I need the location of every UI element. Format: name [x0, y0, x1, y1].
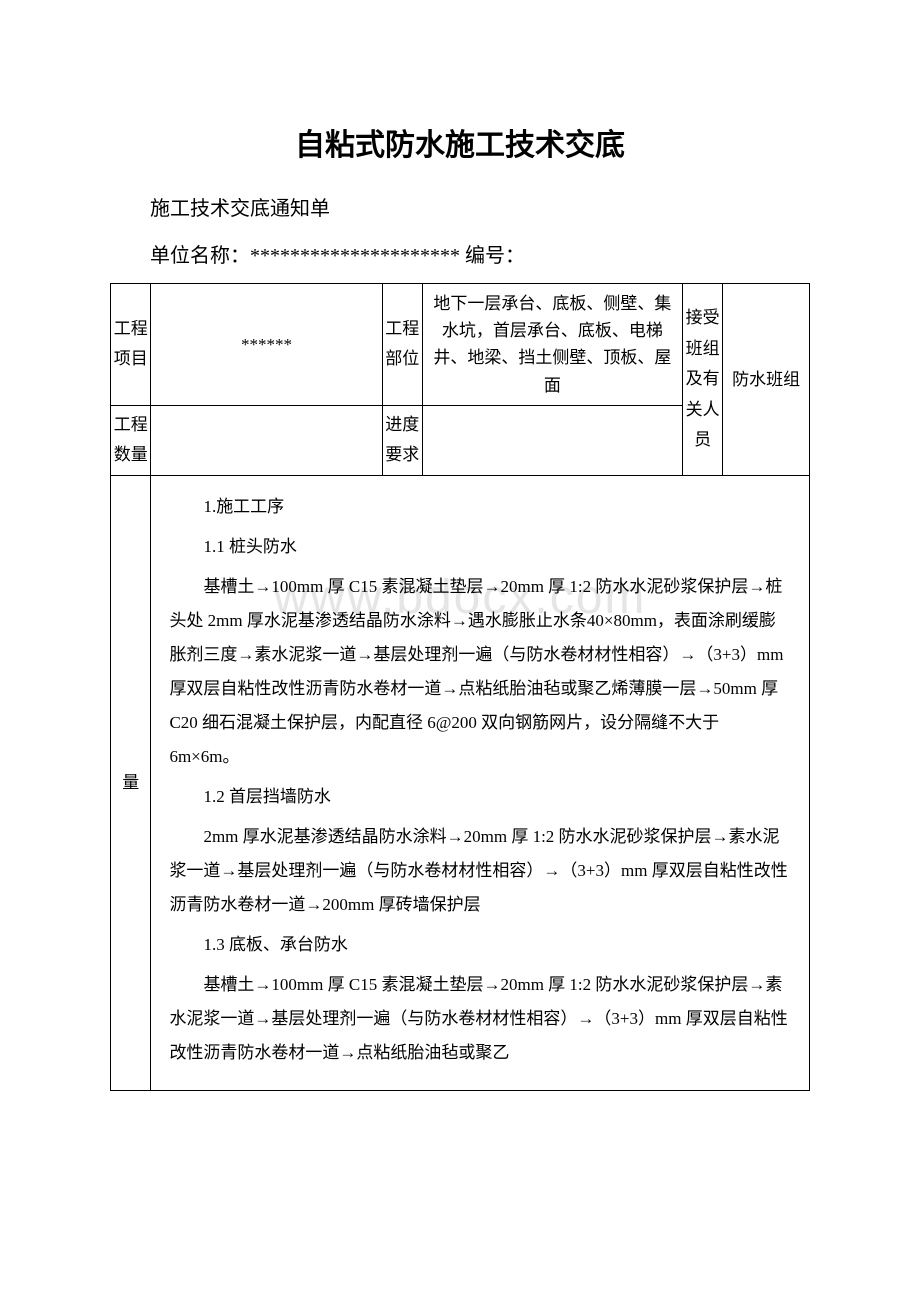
company-line: 单位名称：********************* 编号：: [110, 239, 810, 268]
section-body: 基槽土→100mm 厚 C15 素混凝土垫层→20mm 厚 1:2 防水水泥砂浆…: [169, 570, 791, 774]
subtitle: 施工技术交底通知单: [110, 192, 810, 221]
project-value: ******: [151, 284, 382, 406]
content-row-label: 量: [111, 475, 151, 1090]
section-subtitle: 1.2 首层挡墙防水: [169, 780, 791, 814]
table-row: 量 1.施工工序 1.1 桩头防水 基槽土→100mm 厚 C15 素混凝土垫层…: [111, 475, 810, 1090]
section-body: 基槽土→100mm 厚 C15 素混凝土垫层→20mm 厚 1:2 防水水泥砂浆…: [169, 968, 791, 1070]
recipient-value: 防水班组: [723, 284, 810, 476]
section-subtitle: 1.1 桩头防水: [169, 530, 791, 564]
section-subtitle: 1.3 底板、承台防水: [169, 928, 791, 962]
location-label: 工程部位: [382, 284, 422, 406]
company-value: *********************: [250, 245, 460, 267]
quantity-value: [151, 405, 382, 475]
section-title: 1.施工工序: [169, 490, 791, 524]
project-label: 工程项目: [111, 284, 151, 406]
location-value: 地下一层承台、底板、侧壁、集水坑，首层承台、底板、电梯井、地梁、挡土侧壁、顶板、…: [422, 284, 682, 406]
document-title: 自粘式防水施工技术交底: [110, 120, 810, 164]
main-table: 工程项目 ****** 工程部位 地下一层承台、底板、侧壁、集水坑，首层承台、底…: [110, 283, 810, 1091]
content-cell: 1.施工工序 1.1 桩头防水 基槽土→100mm 厚 C15 素混凝土垫层→2…: [151, 475, 810, 1090]
quantity-label: 工程数量: [111, 405, 151, 475]
table-row: 工程项目 ****** 工程部位 地下一层承台、底板、侧壁、集水坑，首层承台、底…: [111, 284, 810, 406]
serial-label: 编号：: [465, 245, 525, 267]
schedule-label: 进度要求: [382, 405, 422, 475]
company-label: 单位名称：: [150, 245, 250, 267]
schedule-value: [422, 405, 682, 475]
section-body: 2mm 厚水泥基渗透结晶防水涂料→20mm 厚 1:2 防水水泥砂浆保护层→素水…: [169, 820, 791, 922]
recipient-label: 接受班组及有关人员: [682, 284, 722, 476]
